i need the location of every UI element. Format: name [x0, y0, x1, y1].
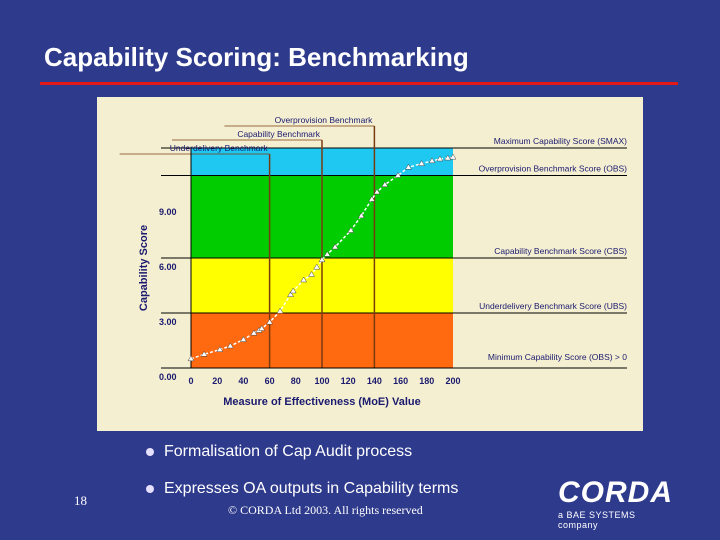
data-point: [331, 243, 339, 250]
data-point: [405, 163, 412, 170]
benchmark-vertical-label: Overprovision Benchmark: [275, 115, 374, 125]
benchmarking-chart: Maximum Capability Score (SMAX) Overprovi…: [119, 115, 627, 408]
data-point: [449, 153, 457, 160]
data-point: [250, 329, 258, 336]
corda-logo: CORDA a BAE SYSTEMS company: [558, 476, 678, 531]
data-point: [428, 157, 436, 164]
data-point: [357, 212, 365, 219]
copyright-notice: © CORDA Ltd 2003. All rights reserved: [228, 503, 423, 517]
logo-wordmark: CORDA: [558, 476, 673, 509]
x-axis-title: Measure of Effectiveness (MoE) Value: [223, 396, 420, 408]
chart-panel: Maximum Capability Score (SMAX) Overprovi…: [97, 97, 643, 431]
data-point: [287, 291, 295, 297]
data-point: [276, 307, 284, 314]
x-tick-label: 100: [314, 376, 329, 386]
y-tick-label: 0.00: [159, 372, 177, 382]
data-point: [258, 325, 266, 331]
data-point: [418, 160, 426, 166]
x-tick-label: 120: [341, 376, 356, 386]
bullet-text: Formalisation of Cap Audit process: [164, 443, 413, 460]
bullet-item: Formalisation of Cap Audit process: [146, 443, 412, 461]
data-point: [187, 355, 195, 362]
data-point: [226, 342, 234, 349]
title-divider: [40, 82, 678, 85]
bullet-dot-icon: [146, 448, 154, 456]
data-point: [313, 263, 321, 270]
x-tick-label: 60: [265, 376, 275, 386]
x-tick-label: 200: [445, 376, 460, 386]
x-tick-label: 160: [393, 376, 408, 386]
x-tick-label: 0: [188, 376, 193, 386]
data-point: [200, 350, 208, 357]
y-axis-title: Capability Score: [138, 225, 150, 311]
bullet-text: Expresses OA outputs in Capability terms: [164, 480, 459, 497]
bullet-dot-icon: [146, 485, 154, 493]
bullet-item: Expresses OA outputs in Capability terms: [146, 480, 458, 498]
benchmark-vertical-label: Underdelivery Benchmark: [170, 143, 269, 153]
x-tick-label: 20: [212, 376, 222, 386]
data-point: [444, 154, 452, 161]
data-point: [216, 346, 224, 352]
x-tick-label: 40: [238, 376, 248, 386]
data-point: [289, 287, 297, 294]
data-point: [394, 172, 402, 178]
data-point: [239, 336, 247, 342]
data-point: [381, 181, 389, 187]
y-tick-label: 6.00: [159, 262, 177, 272]
logo-tagline: a BAE SYSTEMS company: [558, 510, 636, 530]
x-tick-label: 180: [419, 376, 434, 386]
benchmark-score-label: Minimum Capability Score (OBS) > 0: [488, 352, 627, 362]
x-tick-label: 80: [291, 376, 301, 386]
benchmark-score-label: Overprovision Benchmark Score (OBS): [479, 164, 627, 174]
slide-title: Capability Scoring: Benchmarking: [44, 42, 469, 72]
benchmark-score-label: Maximum Capability Score (SMAX): [494, 136, 627, 146]
y-tick-label: 9.00: [159, 207, 177, 217]
slide-number: 18: [74, 493, 87, 508]
x-tick-label: 140: [367, 376, 382, 386]
y-tick-label: 3.00: [159, 317, 177, 327]
data-point: [300, 276, 308, 283]
data-point: [373, 188, 381, 195]
data-point: [308, 271, 315, 277]
data-point: [266, 318, 274, 325]
data-point: [368, 195, 376, 202]
benchmark-vertical-label: Capability Benchmark: [237, 129, 320, 139]
data-point: [318, 256, 326, 263]
benchmark-score-label: Underdelivery Benchmark Score (UBS): [479, 301, 627, 311]
data-point: [436, 155, 444, 162]
benchmark-score-label: Capability Benchmark Score (CBS): [494, 246, 627, 256]
data-point: [323, 250, 331, 257]
data-point: [347, 227, 355, 233]
